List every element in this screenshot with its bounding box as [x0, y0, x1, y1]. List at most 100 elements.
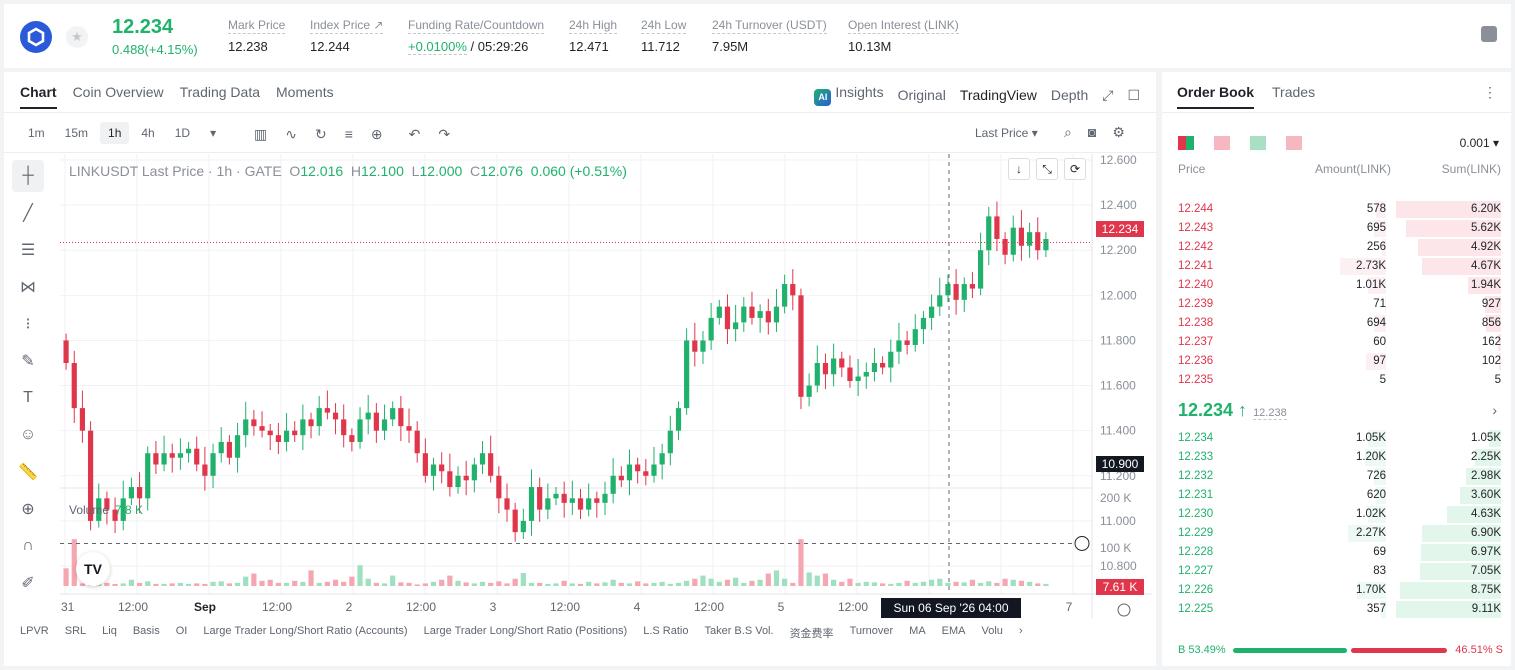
emoji-icon[interactable]: ☺ — [19, 426, 37, 443]
stat-label[interactable]: 24h Low — [641, 18, 687, 34]
indicator-4[interactable]: OI — [175, 625, 188, 637]
tab-chart[interactable]: Chart — [20, 84, 57, 109]
mode-bids-icon[interactable] — [1250, 136, 1266, 150]
ask-row[interactable]: 12.244 578 6.20K — [1162, 200, 1511, 219]
tab-depth[interactable]: Depth — [1050, 87, 1089, 103]
tradingview-logo[interactable]: TV — [76, 552, 110, 586]
ask-row[interactable]: 12.241 2.73K 4.67K — [1162, 257, 1511, 276]
bid-row[interactable]: 12.228 69 6.97K — [1162, 543, 1511, 562]
indicator-9[interactable]: 资金费率 — [789, 628, 834, 640]
text-icon[interactable]: T — [23, 389, 33, 406]
indicator-0[interactable]: LPVR — [20, 625, 49, 637]
brush-icon[interactable]: ✎ — [21, 353, 35, 370]
info-book-icon[interactable] — [1481, 26, 1497, 42]
mode-asks-icon[interactable] — [1214, 136, 1230, 150]
chevron-right-icon[interactable]: › — [1018, 625, 1023, 637]
ruler-icon[interactable]: 📏 — [18, 464, 38, 481]
ask-row[interactable]: 12.237 60 162 — [1162, 333, 1511, 352]
tab-coin-overview[interactable]: Coin Overview — [72, 84, 164, 100]
ask-row[interactable]: 12.239 71 927 — [1162, 295, 1511, 314]
more-icon[interactable]: ⋮ — [1483, 84, 1497, 100]
tf-4h[interactable]: 4h — [141, 126, 155, 140]
indicator-3[interactable]: Basis — [132, 625, 160, 637]
bid-row[interactable]: 12.226 1.70K 8.75K — [1162, 581, 1511, 600]
indicator-1[interactable]: SRL — [64, 625, 87, 637]
tab-insights[interactable]: AI Insights — [814, 84, 884, 106]
bid-row[interactable]: 12.229 2.27K 6.90K — [1162, 524, 1511, 543]
indicators-icon[interactable]: ∿ — [285, 126, 297, 142]
tick-size-select[interactable]: 0.001 ▾ — [1459, 136, 1499, 150]
favorite-star-icon[interactable]: ★ — [66, 26, 88, 48]
tf-1h[interactable]: 1h — [100, 122, 130, 144]
tab-trades[interactable]: Trades — [1272, 84, 1316, 100]
mode-both-icon[interactable] — [1178, 136, 1194, 150]
fib-lines-icon[interactable]: ☰ — [20, 242, 36, 259]
stat-label[interactable]: Index Price ↗ — [310, 18, 384, 34]
stat-label[interactable]: Funding Rate/Countdown — [408, 18, 545, 34]
ask-row[interactable]: 12.243 695 5.62K — [1162, 219, 1511, 238]
arrow-down-icon[interactable]: ↓ — [1008, 158, 1030, 180]
ask-row[interactable]: 12.235 5 5 — [1162, 371, 1511, 390]
tf-1m[interactable]: 1m — [28, 126, 45, 140]
bid-row[interactable]: 12.230 1.02K 4.63K — [1162, 505, 1511, 524]
tf-15m[interactable]: 15m — [64, 126, 89, 140]
stat-label[interactable]: Mark Price — [228, 18, 286, 34]
tf-dropdown-icon[interactable]: ▾ — [210, 126, 217, 140]
tab-moments[interactable]: Moments — [276, 84, 334, 100]
search-icon[interactable]: ⌕ — [1064, 124, 1072, 140]
indicator-8[interactable]: Taker B.S Vol. — [704, 625, 774, 637]
templates-icon[interactable]: ≡ — [344, 126, 353, 142]
ask-row[interactable]: 12.238 694 856 — [1162, 314, 1511, 333]
volume-bar — [1010, 579, 1016, 586]
bid-row[interactable]: 12.231 620 3.60K — [1162, 486, 1511, 505]
replay-icon[interactable]: ↻ — [314, 126, 327, 142]
price-type-select[interactable]: Last Price ▾ — [975, 126, 1038, 140]
ask-row[interactable]: 12.240 1.01K 1.94K — [1162, 276, 1511, 295]
window-icon[interactable]: ☐ — [1127, 86, 1140, 103]
trendline-icon[interactable]: ╱ — [23, 205, 33, 222]
zoom-in-icon[interactable]: ⊕ — [21, 501, 35, 518]
indicator-7[interactable]: L.S Ratio — [643, 625, 689, 637]
tf-1d[interactable]: 1D — [174, 126, 191, 140]
candle-type-icon[interactable]: ▥ — [254, 126, 268, 142]
indicator-2[interactable]: Liq — [102, 625, 117, 637]
pencil-lock-icon[interactable]: ✐ — [21, 575, 35, 592]
camera-icon[interactable]: ◙ — [1087, 124, 1097, 140]
crosshair-icon[interactable]: ┼ — [12, 160, 44, 192]
stat-label[interactable]: 24h Turnover (USDT) — [712, 18, 827, 34]
stat-label[interactable]: 24h High — [569, 18, 618, 34]
ask-row[interactable]: 12.242 256 4.92K — [1162, 238, 1511, 257]
bid-row[interactable]: 12.227 83 7.05K — [1162, 562, 1511, 581]
ask-row[interactable]: 12.236 97 102 — [1162, 352, 1511, 371]
indicator-13[interactable]: Volu — [981, 625, 1003, 637]
price-chart[interactable]: 12.600 12.400 12.200 12.000 11.800 11.600 11.4… — [60, 154, 1156, 618]
indicator-10[interactable]: Turnover — [849, 625, 894, 637]
expand-icon[interactable]: ⤢ — [1102, 86, 1114, 103]
redo-icon[interactable]: ↷ — [438, 126, 451, 142]
magnet-icon[interactable]: ∩ — [22, 537, 34, 554]
bid-row[interactable]: 12.234 1.05K 1.05K — [1162, 429, 1511, 448]
stat-value-main: 12.238 — [228, 39, 268, 54]
tab-trading-data[interactable]: Trading Data — [179, 84, 261, 100]
tab-tradingview[interactable]: TradingView — [959, 87, 1037, 103]
indicator-11[interactable]: MA — [909, 625, 926, 637]
tab-original[interactable]: Original — [897, 87, 946, 103]
stat-label[interactable]: Open Interest (LINK) — [848, 18, 959, 34]
bid-row[interactable]: 12.232 726 2.98K — [1162, 467, 1511, 486]
pattern-icon[interactable]: ⋈ — [20, 279, 36, 296]
sync-icon[interactable]: ⟳ — [1064, 158, 1086, 180]
add-alert-icon[interactable]: ⊕ — [370, 126, 383, 142]
bid-row[interactable]: 12.233 1.20K 2.25K — [1162, 448, 1511, 467]
indicator-5[interactable]: Large Trader Long/Short Ratio (Accounts) — [203, 625, 408, 637]
indicator-12[interactable]: EMA — [941, 625, 966, 637]
chevron-right-icon[interactable]: › — [1492, 402, 1497, 418]
bid-row[interactable]: 12.225 357 9.11K — [1162, 600, 1511, 619]
mode-alt-icon[interactable] — [1286, 136, 1302, 150]
gear-icon[interactable]: ⚙ — [1112, 124, 1125, 140]
volume-bar — [120, 583, 126, 586]
collapse-icon[interactable]: ⤡ — [1036, 158, 1058, 180]
tab-order-book[interactable]: Order Book — [1177, 84, 1255, 109]
indicator-6[interactable]: Large Trader Long/Short Ratio (Positions… — [423, 625, 628, 637]
undo-icon[interactable]: ↶ — [408, 126, 421, 142]
projection-icon[interactable]: ⁝ — [25, 316, 31, 333]
